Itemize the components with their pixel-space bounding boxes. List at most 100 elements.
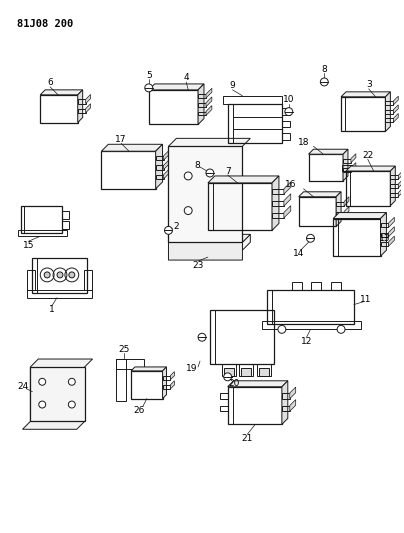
Bar bbox=[331, 282, 341, 290]
Text: 16: 16 bbox=[285, 180, 297, 189]
Text: 24: 24 bbox=[17, 382, 28, 391]
Polygon shape bbox=[344, 207, 349, 216]
Bar bbox=[198, 103, 206, 107]
Polygon shape bbox=[86, 94, 90, 103]
Text: 1: 1 bbox=[49, 305, 55, 314]
Bar bbox=[346, 171, 390, 206]
Bar bbox=[385, 110, 393, 114]
Bar bbox=[27, 270, 35, 290]
Bar bbox=[342, 165, 352, 171]
Circle shape bbox=[206, 169, 214, 177]
Text: 25: 25 bbox=[118, 345, 130, 353]
Text: 3: 3 bbox=[366, 80, 372, 90]
Bar bbox=[336, 201, 344, 206]
Circle shape bbox=[198, 333, 206, 341]
Bar bbox=[32, 258, 86, 293]
Polygon shape bbox=[149, 84, 204, 90]
Polygon shape bbox=[381, 213, 387, 256]
Polygon shape bbox=[40, 90, 83, 95]
Bar bbox=[156, 156, 164, 160]
Text: 15: 15 bbox=[23, 241, 34, 250]
Circle shape bbox=[44, 272, 50, 278]
Bar bbox=[227, 104, 282, 143]
Polygon shape bbox=[227, 381, 288, 387]
Polygon shape bbox=[341, 92, 390, 97]
Polygon shape bbox=[284, 182, 291, 194]
Polygon shape bbox=[131, 367, 166, 371]
Bar bbox=[116, 359, 126, 401]
Bar bbox=[262, 321, 361, 329]
Polygon shape bbox=[336, 192, 341, 227]
Polygon shape bbox=[23, 359, 93, 429]
Bar bbox=[78, 109, 86, 113]
Polygon shape bbox=[290, 400, 296, 411]
Circle shape bbox=[278, 325, 286, 333]
Bar bbox=[282, 393, 290, 399]
Polygon shape bbox=[156, 144, 162, 189]
Text: 18: 18 bbox=[298, 138, 309, 147]
Text: 8: 8 bbox=[194, 160, 200, 169]
Text: 2: 2 bbox=[174, 222, 179, 231]
Bar bbox=[299, 197, 336, 227]
Bar bbox=[156, 175, 164, 179]
Bar bbox=[220, 406, 227, 411]
Text: 8: 8 bbox=[322, 64, 327, 74]
Bar bbox=[385, 118, 393, 123]
Text: 5: 5 bbox=[146, 70, 152, 79]
Text: 21: 21 bbox=[242, 434, 253, 443]
Polygon shape bbox=[168, 235, 250, 260]
Polygon shape bbox=[398, 171, 403, 179]
Polygon shape bbox=[343, 149, 348, 181]
Polygon shape bbox=[164, 158, 170, 169]
Polygon shape bbox=[284, 206, 291, 218]
Bar bbox=[131, 371, 162, 399]
Polygon shape bbox=[344, 197, 349, 206]
Bar bbox=[272, 201, 284, 206]
Text: 12: 12 bbox=[301, 337, 312, 346]
Polygon shape bbox=[168, 139, 250, 250]
Bar bbox=[390, 175, 398, 179]
Bar bbox=[220, 393, 227, 399]
Bar bbox=[390, 192, 398, 197]
Polygon shape bbox=[398, 188, 403, 197]
Bar bbox=[341, 97, 385, 132]
Circle shape bbox=[39, 401, 46, 408]
Bar bbox=[336, 212, 344, 216]
Text: 10: 10 bbox=[283, 95, 295, 104]
Bar bbox=[272, 189, 284, 194]
Polygon shape bbox=[393, 96, 398, 105]
Bar bbox=[381, 242, 388, 246]
Polygon shape bbox=[299, 192, 341, 197]
Bar bbox=[62, 211, 69, 219]
Polygon shape bbox=[206, 88, 212, 98]
Polygon shape bbox=[385, 92, 390, 132]
Polygon shape bbox=[272, 176, 279, 230]
Bar bbox=[208, 183, 272, 230]
Text: 23: 23 bbox=[192, 261, 204, 270]
Bar bbox=[168, 146, 242, 243]
Bar bbox=[311, 282, 321, 290]
Polygon shape bbox=[164, 149, 170, 160]
Polygon shape bbox=[388, 236, 394, 246]
Bar bbox=[101, 151, 156, 189]
Polygon shape bbox=[206, 106, 212, 116]
Bar bbox=[162, 376, 170, 379]
Bar bbox=[156, 165, 164, 169]
Polygon shape bbox=[309, 149, 348, 154]
Bar bbox=[267, 290, 354, 325]
Polygon shape bbox=[398, 179, 403, 188]
Polygon shape bbox=[170, 381, 175, 389]
Bar bbox=[149, 90, 198, 125]
Bar bbox=[17, 230, 67, 236]
Text: 11: 11 bbox=[360, 295, 371, 304]
Polygon shape bbox=[393, 114, 398, 123]
Bar bbox=[227, 387, 282, 424]
Circle shape bbox=[184, 207, 192, 215]
Bar bbox=[40, 95, 78, 123]
Bar bbox=[381, 232, 388, 237]
Bar bbox=[282, 120, 290, 127]
Bar bbox=[210, 310, 274, 364]
Circle shape bbox=[307, 235, 314, 243]
Text: 6: 6 bbox=[47, 78, 53, 87]
Polygon shape bbox=[290, 387, 296, 399]
